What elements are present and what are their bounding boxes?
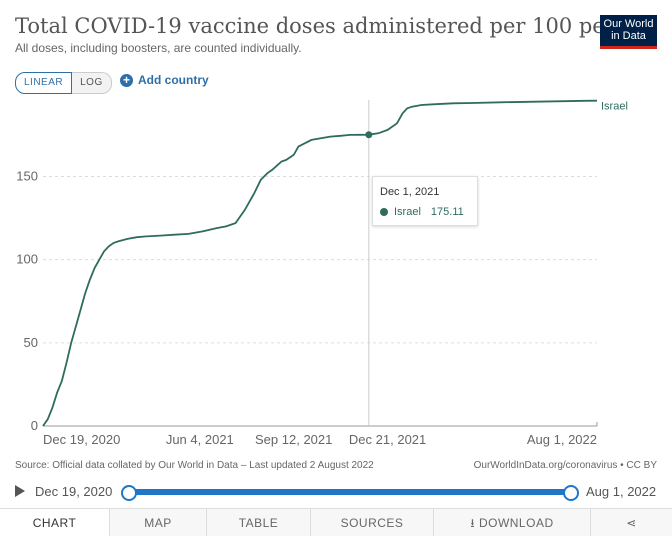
- series-label-israel[interactable]: Israel: [601, 101, 628, 113]
- download-icon: ⭳: [470, 516, 479, 530]
- scale-toggle: LINEAR LOG: [15, 72, 112, 94]
- x-tick-label: Sep 12, 2021: [255, 432, 332, 447]
- owid-logo[interactable]: Our World in Data: [600, 15, 657, 49]
- timeline-track[interactable]: [128, 489, 570, 495]
- series-color-dot: [380, 208, 388, 216]
- tab-share[interactable]: ⋖: [591, 509, 672, 536]
- x-tick-label: Jun 4, 2021: [166, 432, 234, 447]
- chart-subtitle: All doses, including boosters, are count…: [15, 41, 302, 55]
- tooltip-row: Israel 175.11: [380, 206, 464, 218]
- plus-icon: +: [120, 73, 133, 87]
- log-scale-button[interactable]: LOG: [72, 72, 112, 94]
- tab-chart[interactable]: CHART: [0, 509, 110, 536]
- tooltip: Dec 1, 2021 Israel 175.11: [372, 176, 478, 226]
- chart-title: Total COVID-19 vaccine doses administere…: [15, 14, 650, 38]
- y-tick-label: 150: [16, 169, 38, 184]
- line-chart[interactable]: 0 50 100 150 Dec 19, 2020 Jun 4, 2021 Sep 12,…: [0, 0, 672, 460]
- source-note[interactable]: Source: Official data collated by Our Wo…: [15, 460, 374, 471]
- series-line-israel[interactable]: [42, 99, 598, 427]
- tooltip-date: Dec 1, 2021: [380, 186, 440, 198]
- tab-download[interactable]: ⭳ DOWNLOAD: [434, 509, 591, 536]
- timeline-end-handle[interactable]: [563, 485, 579, 501]
- tooltip-series-name: Israel: [394, 206, 421, 218]
- tab-sources[interactable]: SOURCES: [311, 509, 434, 536]
- x-tick-label: Dec 19, 2020: [43, 432, 120, 447]
- logo-line2: in Data: [611, 30, 646, 42]
- logo-line1: Our World: [603, 18, 654, 30]
- add-country-button[interactable]: + Add country: [120, 73, 209, 87]
- credit-link[interactable]: OurWorldInData.org/coronavirus • CC BY: [473, 460, 657, 471]
- tab-map[interactable]: MAP: [110, 509, 207, 536]
- x-tick-label: Aug 1, 2022: [527, 432, 597, 447]
- timeline: Dec 19, 2020 Aug 1, 2022: [0, 480, 672, 504]
- x-tick-label: Dec 21, 2021: [349, 432, 426, 447]
- tab-table[interactable]: TABLE: [207, 509, 311, 536]
- hover-point: [365, 131, 373, 139]
- tab-bar: CHART MAP TABLE SOURCES ⭳ DOWNLOAD ⋖: [0, 508, 672, 536]
- share-icon: ⋖: [626, 516, 637, 530]
- timeline-end-label: Aug 1, 2022: [586, 484, 657, 499]
- linear-scale-button[interactable]: LINEAR: [15, 72, 73, 94]
- timeline-start-label: Dec 19, 2020: [35, 484, 113, 499]
- download-label: DOWNLOAD: [478, 516, 554, 530]
- y-tick-label: 0: [31, 418, 38, 433]
- y-tick-label: 50: [24, 335, 38, 350]
- timeline-start-handle[interactable]: [121, 485, 137, 501]
- add-country-label: Add country: [138, 73, 209, 87]
- tooltip-value: 175.11: [430, 206, 464, 218]
- y-tick-label: 100: [16, 252, 38, 267]
- play-icon[interactable]: [15, 485, 25, 497]
